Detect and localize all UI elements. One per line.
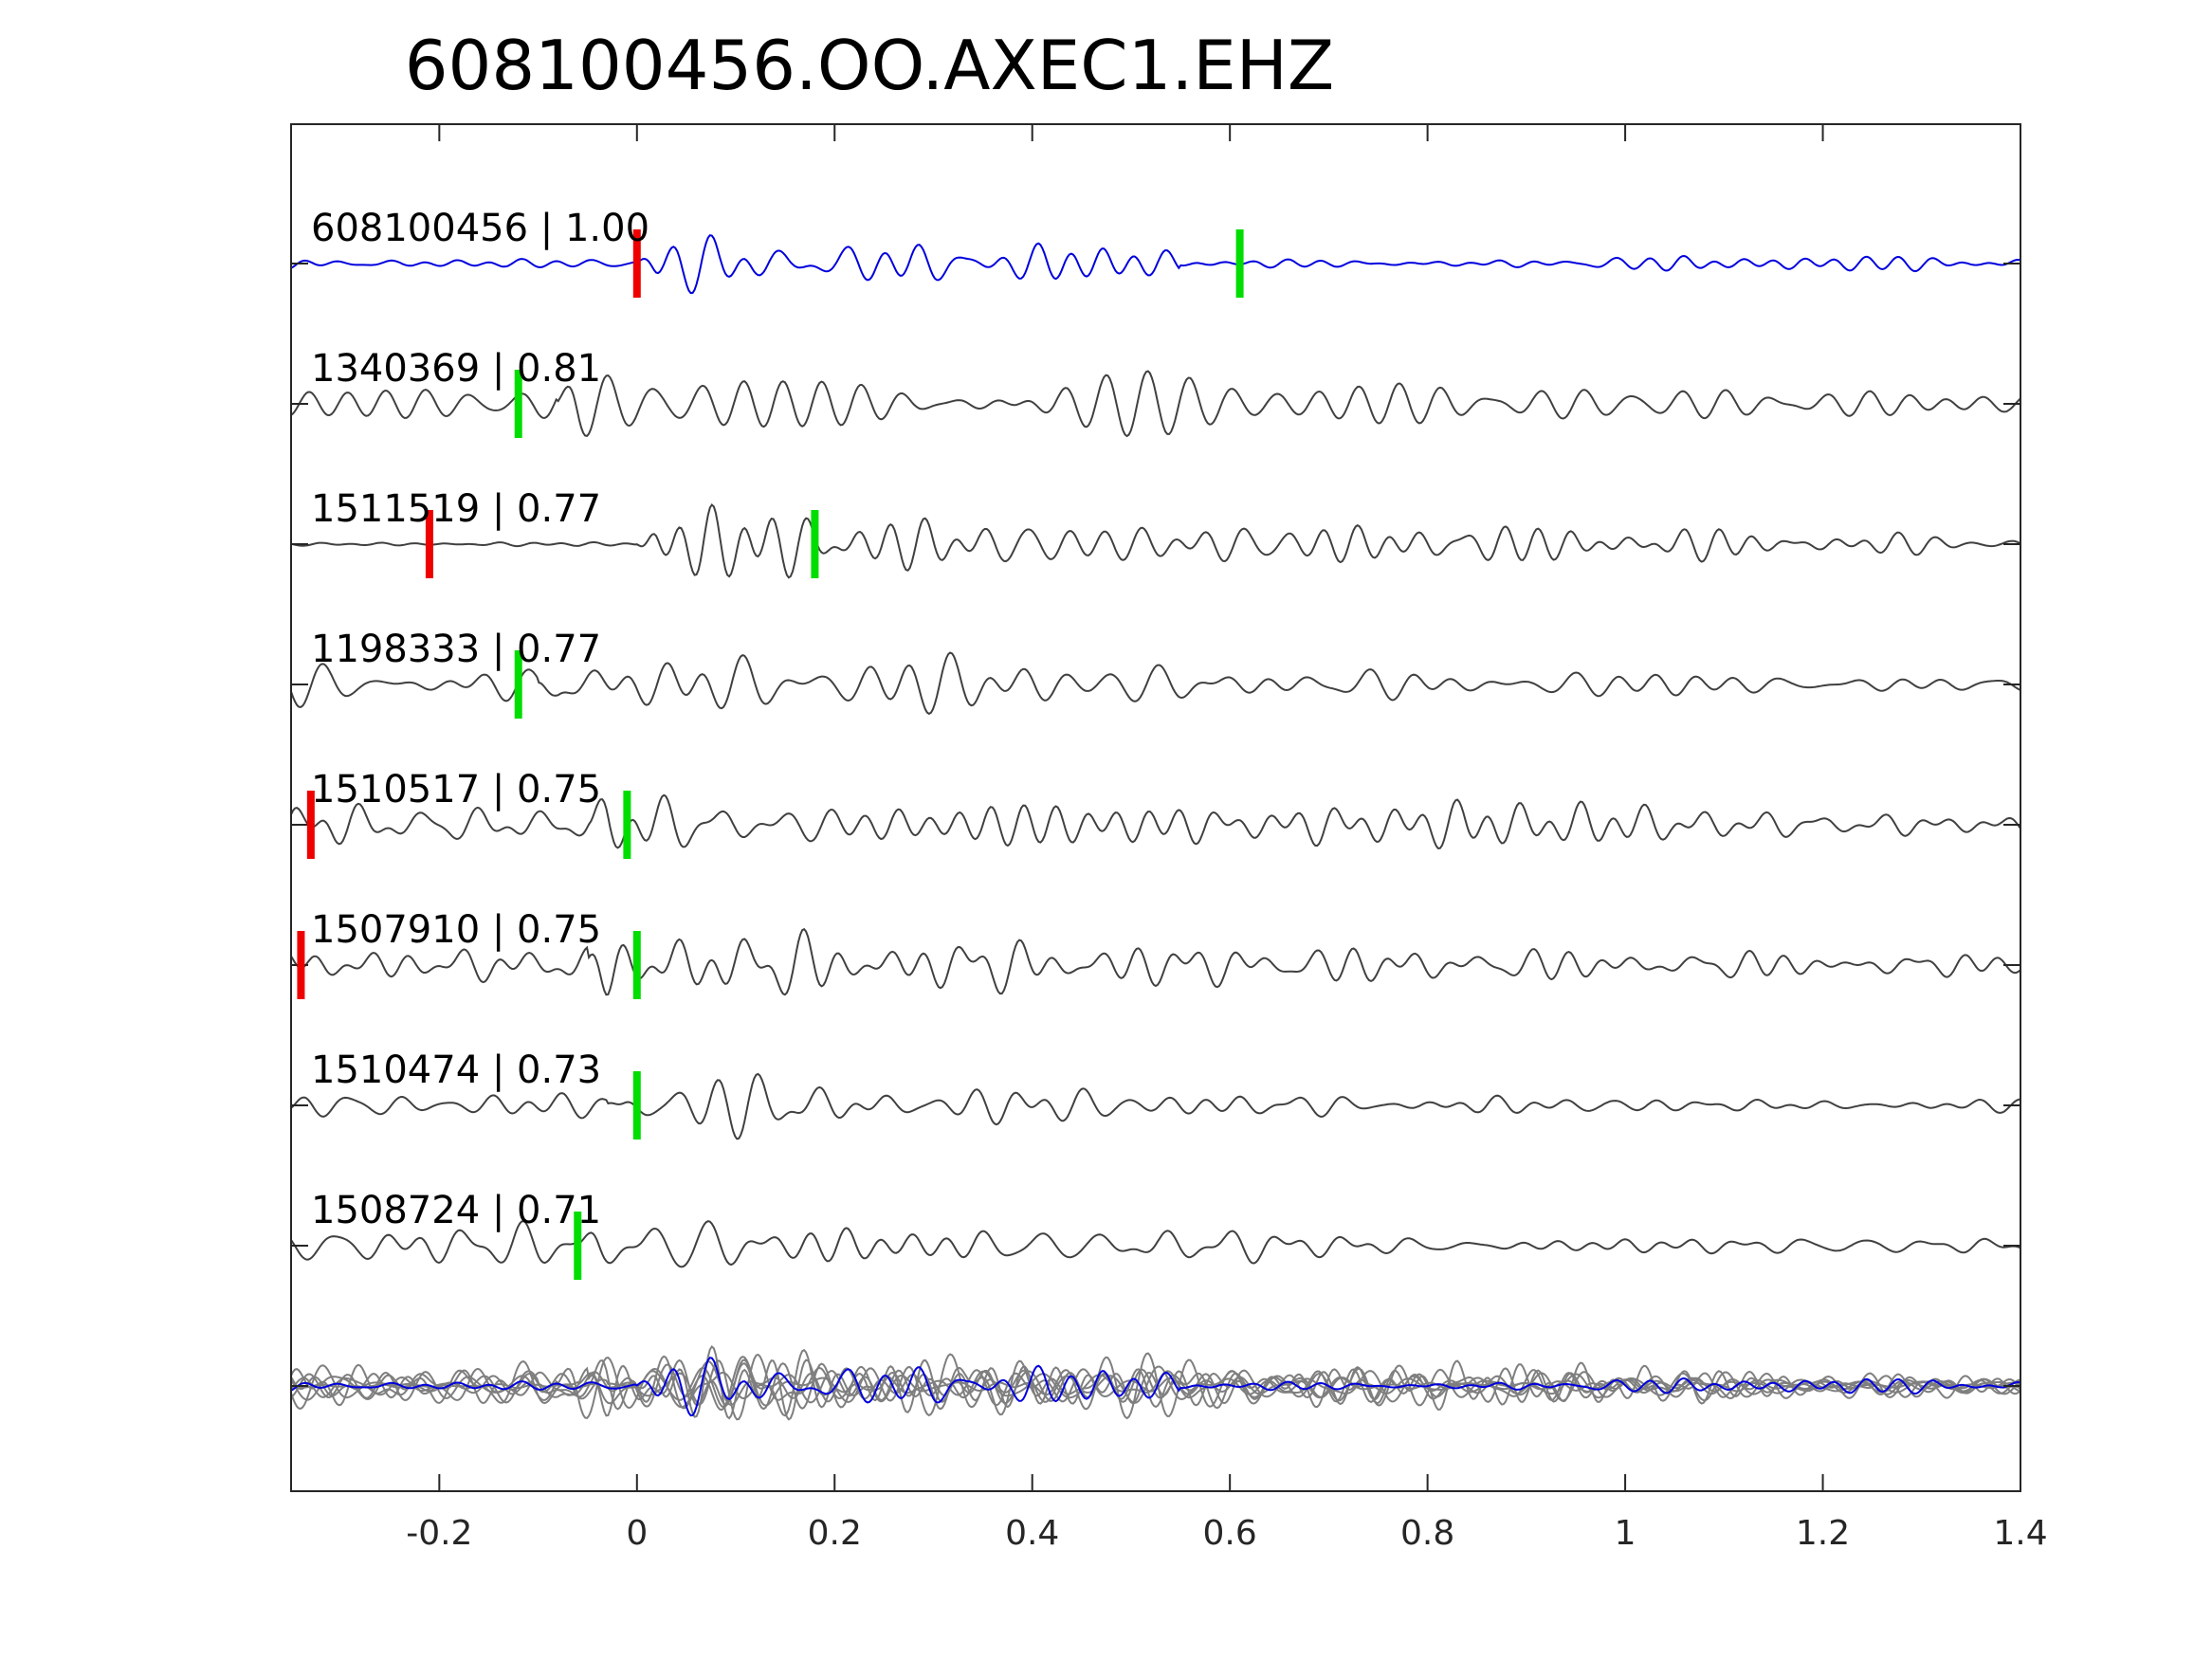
trace-1198333: 1198333 | 0.77	[290, 628, 2021, 719]
trace-label: 1508724 | 0.71	[311, 1189, 601, 1232]
trace-1340369: 1340369 | 0.81	[290, 347, 2021, 438]
x-tick-label: 0.2	[808, 1514, 862, 1553]
overlay-trace-1198333	[290, 1353, 2021, 1417]
trace-label: 1340369 | 0.81	[311, 347, 601, 391]
overlay-trace-1507910	[290, 1348, 2021, 1417]
x-tick-label: 1.4	[1993, 1514, 2047, 1553]
trace-608100456: 608100456 | 1.00	[290, 207, 2021, 298]
overlay-trace-master	[290, 1357, 2021, 1417]
x-tick-label: 1.2	[1796, 1514, 1850, 1553]
x-axis: -0.2 0 0.2 0.4 0.6 0.8 1 1.2 1.4	[406, 124, 2048, 1553]
axes-frame	[290, 123, 2021, 1492]
trace-1508724: 1508724 | 0.71	[290, 1189, 2021, 1280]
overlay-trace-1340369	[290, 1352, 2021, 1420]
trace-1510517: 1510517 | 0.75	[290, 768, 2021, 859]
trace-label: 608100456 | 1.00	[311, 207, 649, 250]
x-tick-label: 0.6	[1203, 1514, 1257, 1553]
plot-area: 608100456 | 1.00 1340369 | 0.81 1511519 | …	[290, 207, 2021, 1421]
x-tick-label: -0.2	[406, 1514, 472, 1553]
trace-line-1511519	[290, 502, 2021, 579]
trace-1510474: 1510474 | 0.73	[290, 1048, 2021, 1140]
trace-line-1510474	[290, 1072, 2021, 1140]
trace-label: 1510474 | 0.73	[311, 1048, 601, 1092]
trace-line-1198333	[290, 651, 2021, 716]
trace-line-1507910	[290, 927, 2021, 996]
trace-label: 1510517 | 0.75	[311, 768, 601, 811]
x-tick-label: 0.4	[1005, 1514, 1059, 1553]
x-tick-label: 0.8	[1400, 1514, 1454, 1553]
trace-line-1510517	[290, 793, 2021, 849]
x-tick-label: 1	[1615, 1514, 1636, 1553]
chart-title: 608100456.OO.AXEC1.EHZ	[405, 26, 1334, 105]
overlay-stack	[290, 1344, 2021, 1421]
overlay-trace-1508724	[290, 1360, 2021, 1409]
trace-line-1340369	[290, 370, 2021, 438]
trace-label: 1507910 | 0.75	[311, 908, 601, 952]
trace-label: 1511519 | 0.77	[311, 487, 601, 531]
trace-label: 1198333 | 0.77	[311, 628, 601, 671]
trace-1507910: 1507910 | 0.75	[290, 908, 2021, 999]
trace-1511519: 1511519 | 0.77	[290, 487, 2021, 579]
x-tick-label: 0	[626, 1514, 648, 1553]
trace-line-608100456	[290, 234, 2021, 295]
